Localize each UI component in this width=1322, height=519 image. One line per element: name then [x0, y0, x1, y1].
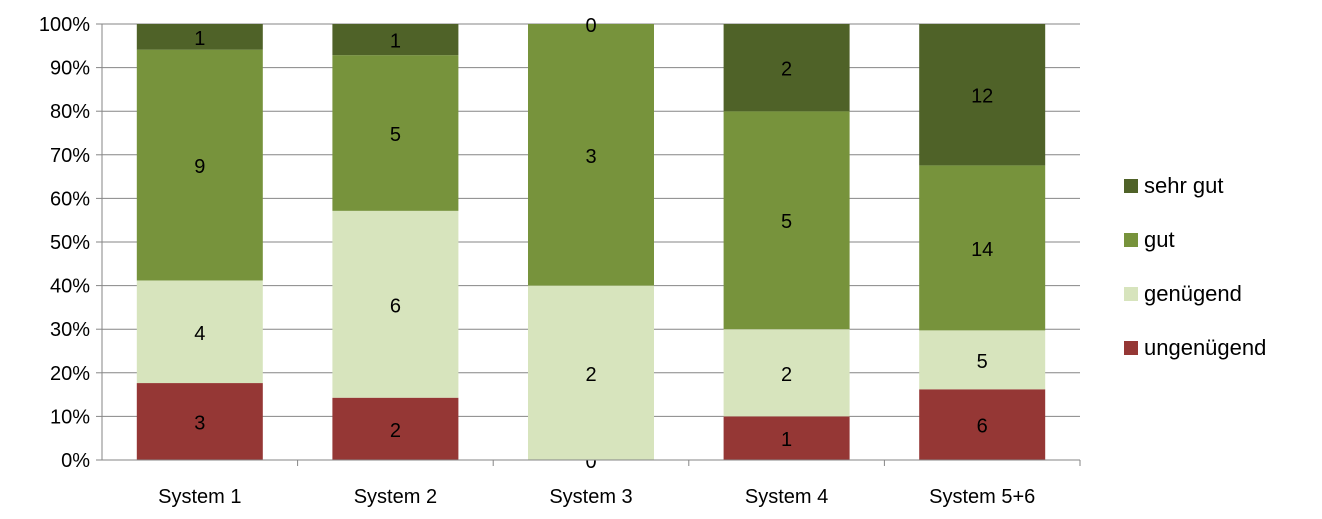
data-label: 0 — [585, 451, 596, 473]
legend-label: gut — [1144, 227, 1175, 252]
bar-segment — [332, 24, 459, 56]
x-tick-label: System 3 — [549, 486, 632, 508]
legend-item: genügend — [1124, 276, 1266, 312]
data-label: 5 — [390, 124, 401, 146]
x-tick-label: System 1 — [158, 486, 241, 508]
y-tick-label: 20% — [50, 363, 90, 385]
data-label: 2 — [390, 420, 401, 442]
bar-segment — [919, 24, 1046, 166]
bar-segment — [332, 55, 459, 211]
y-tick-label: 10% — [50, 406, 90, 428]
data-label: 2 — [781, 364, 792, 386]
y-tick-label: 80% — [50, 101, 90, 123]
data-label: 2 — [781, 59, 792, 81]
x-tick-label: System 5+6 — [929, 486, 1035, 508]
legend-swatch — [1124, 233, 1138, 247]
legend-label: sehr gut — [1144, 173, 1224, 198]
bar-segment — [332, 210, 459, 398]
legend-item: gut — [1124, 222, 1266, 258]
bar-segment — [723, 416, 850, 460]
data-label: 6 — [390, 295, 401, 317]
legend-swatch — [1124, 287, 1138, 301]
bar-segment — [723, 111, 850, 330]
y-tick-label: 100% — [39, 14, 90, 36]
data-label: 4 — [194, 323, 205, 345]
data-label: 9 — [194, 156, 205, 178]
data-label: 5 — [977, 351, 988, 373]
legend-item: ungenügend — [1124, 330, 1266, 366]
y-tick-label: 40% — [50, 276, 90, 298]
bar-segment — [919, 165, 1046, 331]
legend-item: sehr gut — [1124, 168, 1266, 204]
y-tick-label: 70% — [50, 145, 90, 167]
data-label: 3 — [585, 146, 596, 168]
bar-segment — [723, 24, 850, 112]
data-label: 0 — [585, 15, 596, 37]
y-tick-label: 60% — [50, 188, 90, 210]
y-tick-label: 90% — [50, 58, 90, 80]
legend-label: ungenügend — [1144, 335, 1267, 360]
y-tick-label: 30% — [50, 319, 90, 341]
data-label: 14 — [971, 239, 993, 261]
y-tick-label: 0% — [61, 450, 90, 472]
legend-label: genügend — [1144, 281, 1242, 306]
bar-segment — [136, 49, 263, 281]
data-label: 6 — [977, 416, 988, 438]
data-label: 5 — [781, 211, 792, 233]
bar-segment — [919, 330, 1046, 390]
bar-segment — [528, 285, 654, 460]
data-label: 1 — [390, 31, 401, 53]
bar-segment — [528, 24, 654, 286]
legend-swatch — [1124, 179, 1138, 193]
data-label: 1 — [194, 28, 205, 50]
data-label: 12 — [971, 86, 993, 108]
bar-segment — [136, 383, 263, 460]
bar-segment — [723, 329, 850, 417]
y-tick-label: 50% — [50, 232, 90, 254]
x-tick-label: System 2 — [354, 486, 437, 508]
data-label: 3 — [194, 413, 205, 435]
bar-segment — [919, 389, 1046, 460]
legend: sehr gut gut genügend ungenügend — [1124, 168, 1266, 384]
data-label: 2 — [585, 364, 596, 386]
data-label: 1 — [781, 429, 792, 451]
legend-swatch — [1124, 341, 1138, 355]
bar-segment — [136, 280, 263, 384]
x-tick-label: System 4 — [745, 486, 828, 508]
bar-segment — [136, 24, 263, 50]
bar-segment — [332, 397, 459, 460]
